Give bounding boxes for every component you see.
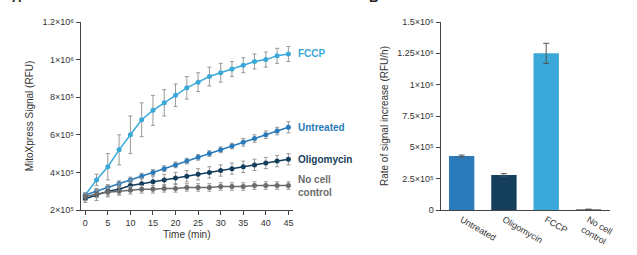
svg-text:40: 40: [261, 218, 271, 228]
svg-text:B: B: [369, 0, 378, 5]
svg-text:6×10⁵: 6×10⁵: [50, 130, 74, 140]
svg-text:MitoXpress Signal (RFU): MitoXpress Signal (RFU): [24, 61, 35, 172]
svg-text:Time (min): Time (min): [163, 229, 210, 240]
svg-text:A: A: [12, 0, 22, 5]
svg-text:5: 5: [105, 218, 110, 228]
svg-text:Rate of signal increase (RFU/h: Rate of signal increase (RFU/h): [379, 46, 390, 186]
svg-text:5×10⁵: 5×10⁵: [410, 142, 434, 152]
svg-text:25: 25: [193, 218, 203, 228]
svg-text:30: 30: [216, 218, 226, 228]
svg-text:7.5×10⁵: 7.5×10⁵: [402, 111, 434, 121]
svg-text:2.5×10⁵: 2.5×10⁵: [402, 174, 434, 184]
svg-text:1.2×10⁶: 1.2×10⁶: [42, 17, 74, 27]
svg-text:45: 45: [283, 218, 293, 228]
svg-text:10: 10: [125, 218, 135, 228]
svg-text:FCCP: FCCP: [298, 48, 326, 59]
svg-text:20: 20: [171, 218, 181, 228]
svg-text:No cellcontrol: No cellcontrol: [298, 174, 332, 198]
svg-text:15: 15: [148, 218, 158, 228]
svg-text:1×10⁶: 1×10⁶: [410, 80, 434, 90]
svg-text:4×10⁵: 4×10⁵: [50, 168, 74, 178]
svg-text:Oligomycin: Oligomycin: [298, 154, 352, 165]
svg-text:0: 0: [83, 218, 88, 228]
svg-text:1.25×10⁶: 1.25×10⁶: [397, 48, 434, 58]
svg-text:FCCP: FCCP: [543, 214, 569, 235]
svg-text:Oligomycin: Oligomycin: [501, 214, 545, 245]
svg-text:Untreated: Untreated: [298, 122, 345, 133]
svg-text:No cellcontrol: No cellcontrol: [579, 214, 614, 247]
svg-text:1.5×10⁶: 1.5×10⁶: [402, 17, 434, 27]
svg-text:35: 35: [238, 218, 248, 228]
svg-text:1×10⁶: 1×10⁶: [50, 55, 74, 65]
svg-text:2×10⁵: 2×10⁵: [50, 205, 74, 215]
svg-text:0: 0: [429, 205, 434, 215]
svg-text:8×10⁵: 8×10⁵: [50, 92, 74, 102]
svg-text:Untreated: Untreated: [458, 214, 497, 242]
